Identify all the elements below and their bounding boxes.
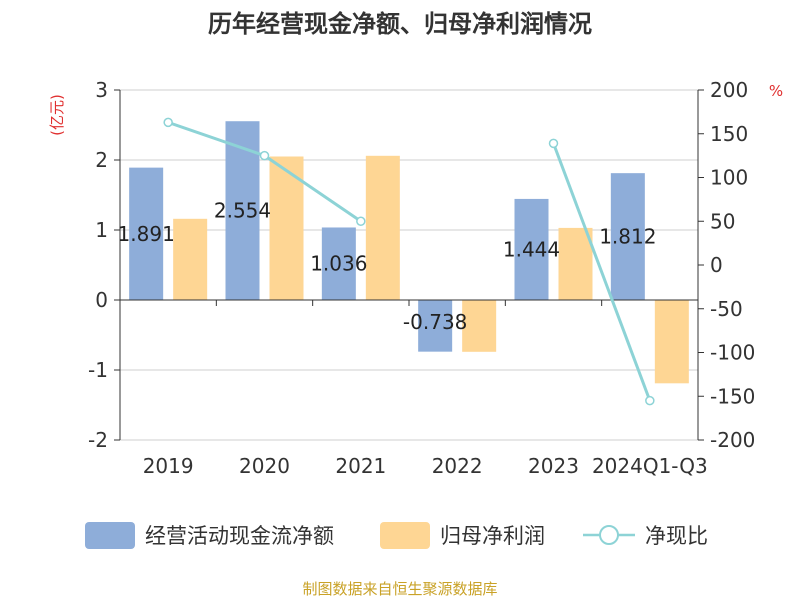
- y-left-tick-label: 2: [95, 148, 108, 172]
- legend-swatch-net-profit: [380, 522, 430, 549]
- y-left-tick-label: -2: [88, 428, 108, 452]
- data-label: 2.554: [214, 199, 271, 223]
- y-right-tick-label: 0: [710, 253, 723, 277]
- x-tick-label: 2024Q1-Q3: [592, 454, 708, 478]
- y-right-tick-label: 100: [710, 166, 748, 190]
- data-label: -0.738: [403, 310, 467, 334]
- y-right-tick-label: -100: [710, 341, 755, 365]
- y-right-tick-label: -150: [710, 384, 755, 408]
- y-left-tick-label: 1: [95, 218, 108, 242]
- bar-cash-flow: [514, 198, 549, 300]
- ratio-point: [163, 117, 173, 128]
- legend-label-ratio: 净现比: [645, 524, 708, 548]
- bar-net-profit: [558, 227, 593, 300]
- y-right-tick-label: 150: [710, 122, 748, 146]
- axes: -2 -1 0 1 2 3 -200 -150 -100 -50 0 50 100 150 200 2019 2…: [88, 78, 755, 478]
- ratio-line: [163, 117, 655, 406]
- ratio-line-segment: [552, 142, 652, 402]
- data-label: 1.891: [118, 222, 175, 246]
- legend: 经营活动现金流净额 归母净利润 净现比: [85, 522, 708, 549]
- source-note: 制图数据来自恒生聚源数据库: [302, 580, 497, 598]
- bar-cash-flow: [418, 300, 453, 352]
- x-tick-label: 2023: [528, 454, 579, 478]
- bar-net-profit: [365, 155, 400, 300]
- y-left-tick-label: -1: [88, 358, 108, 382]
- ratio-point: [645, 395, 655, 406]
- x-tick-label: 2022: [432, 454, 483, 478]
- legend-label-cash-flow: 经营活动现金流净额: [145, 524, 334, 548]
- bar-net-profit: [269, 156, 304, 300]
- data-labels: 1.891 2.554 1.036 -0.738 1.444 1.812: [118, 199, 657, 334]
- bar-cash-flow: [129, 167, 164, 300]
- legend-label-net-profit: 归母净利润: [440, 524, 545, 548]
- ratio-point: [548, 138, 559, 149]
- data-label: 1.444: [503, 237, 560, 261]
- legend-swatch-cash-flow: [85, 522, 135, 549]
- y-right-tick-label: -50: [710, 297, 743, 321]
- bars: [129, 121, 689, 384]
- x-tick-label: 2019: [143, 454, 194, 478]
- y-left-axis-label: (亿元): [48, 94, 66, 136]
- legend-marker-ratio: [599, 525, 619, 545]
- x-tick-label: 2021: [335, 454, 386, 478]
- bar-cash-flow: [321, 227, 356, 300]
- ratio-point: [356, 216, 366, 226]
- bar-cash-flow: [610, 173, 645, 300]
- data-label: 1.036: [310, 252, 367, 276]
- data-label: 1.812: [599, 225, 656, 249]
- y-left-tick-label: 3: [95, 78, 108, 102]
- chart-title: 历年经营现金净额、归母净利润情况: [208, 10, 592, 38]
- y-right-tick-label: 50: [710, 209, 735, 233]
- grid-lines: [120, 89, 698, 441]
- ratio-point: [259, 150, 270, 161]
- bar-net-profit: [173, 218, 208, 300]
- y-right-axis-label: %: [769, 82, 783, 100]
- bar-net-profit: [654, 300, 689, 384]
- bar-net-profit: [462, 300, 497, 352]
- y-right-tick-label: 200: [710, 78, 748, 102]
- y-left-tick-label: 0: [95, 288, 108, 312]
- x-tick-label: 2020: [239, 454, 290, 478]
- y-right-tick-label: -200: [710, 428, 755, 452]
